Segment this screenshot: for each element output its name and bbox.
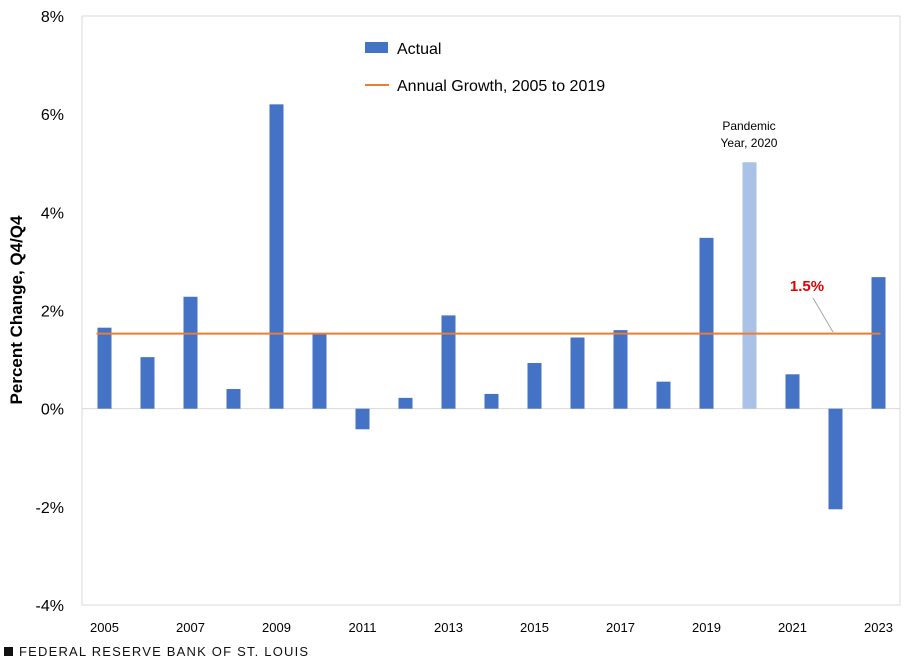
y-tick-label: 2% bbox=[41, 304, 64, 321]
x-tick-label: 2007 bbox=[176, 620, 205, 635]
bar-2005 bbox=[97, 327, 112, 409]
annotations: Pandemic Year, 2020 1.5% bbox=[721, 119, 834, 333]
bar-2018 bbox=[656, 381, 671, 409]
bar-2016 bbox=[570, 337, 585, 409]
bar-2019 bbox=[699, 237, 714, 409]
bar-2007 bbox=[183, 296, 198, 409]
x-tick-label: 2013 bbox=[434, 620, 463, 635]
x-tick-label: 2015 bbox=[520, 620, 549, 635]
pandemic-annotation-line2: Year, 2020 bbox=[721, 136, 778, 150]
bar-2010 bbox=[312, 334, 327, 409]
x-tick-label: 2011 bbox=[349, 620, 377, 635]
bar-2006 bbox=[140, 357, 155, 409]
x-tick-label: 2005 bbox=[90, 620, 119, 635]
footer-source: FEDERAL RESERVE BANK OF ST. LOUIS bbox=[4, 644, 309, 659]
bar-2008 bbox=[226, 389, 241, 409]
y-axis-title: Percent Change, Q4/Q4 bbox=[7, 215, 26, 404]
bar-2020 bbox=[742, 162, 757, 409]
legend-swatch-actual bbox=[365, 42, 388, 53]
reference-label-leader-line bbox=[812, 297, 834, 333]
y-tick-label: 8% bbox=[41, 9, 64, 26]
bar-2015 bbox=[527, 363, 542, 409]
x-tick-label: 2009 bbox=[262, 620, 291, 635]
bar-2014 bbox=[484, 393, 499, 409]
bar-2012 bbox=[398, 397, 413, 409]
x-tick-label: 2017 bbox=[606, 620, 635, 635]
y-tick-label: 0% bbox=[41, 402, 64, 419]
x-tick-label: 2023 bbox=[864, 620, 893, 635]
y-tick-label: 4% bbox=[41, 205, 64, 222]
bar-2023 bbox=[871, 277, 886, 409]
legend: Actual Annual Growth, 2005 to 2019 bbox=[365, 41, 605, 95]
y-axis-ticks: -4% -2% 0% 2% 4% 6% 8% bbox=[36, 9, 64, 615]
x-tick-label: 2021 bbox=[778, 620, 807, 635]
reference-value-label: 1.5% bbox=[790, 278, 824, 295]
bar-2022 bbox=[828, 408, 843, 510]
legend-label-actual: Actual bbox=[397, 41, 441, 58]
y-tick-label: -4% bbox=[36, 598, 64, 615]
x-tick-label: 2019 bbox=[692, 620, 721, 635]
footer-square-icon bbox=[4, 647, 13, 656]
bar-2017 bbox=[613, 330, 628, 409]
bar-2011 bbox=[355, 408, 370, 430]
bar-2021 bbox=[785, 374, 800, 409]
plot-area-border bbox=[81, 15, 901, 606]
y-tick-label: 6% bbox=[41, 107, 64, 124]
bar-2013 bbox=[441, 315, 456, 409]
x-axis-ticks: 2005 2007 2009 2011 2013 2015 2017 2019 2021 2023 bbox=[90, 620, 893, 635]
footer-source-text: FEDERAL RESERVE BANK OF ST. LOUIS bbox=[19, 644, 310, 659]
bar-series-actual bbox=[97, 104, 886, 510]
legend-label-annual-growth: Annual Growth, 2005 to 2019 bbox=[397, 78, 605, 95]
bar-2009 bbox=[269, 104, 284, 409]
pandemic-annotation-line1: Pandemic bbox=[722, 119, 775, 133]
y-tick-label: -2% bbox=[36, 500, 64, 517]
